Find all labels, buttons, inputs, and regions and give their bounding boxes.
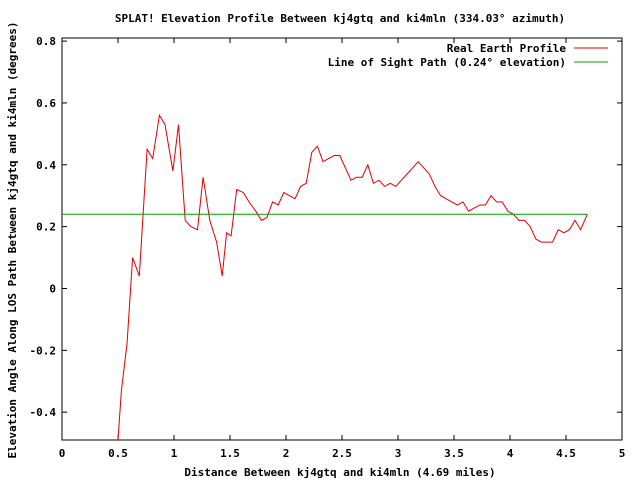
y-tick-label: -0.4 — [30, 406, 57, 419]
y-tick-label: 0 — [49, 282, 56, 295]
y-axis-label: Elevation Angle Along LOS Path Between k… — [6, 21, 19, 458]
x-tick-label: 1.5 — [220, 447, 240, 460]
y-axis-ticks: -0.4 -0.2 0 0.2 0.4 0.6 0.8 — [30, 35, 622, 419]
chart-title: SPLAT! Elevation Profile Between kj4gtq … — [115, 12, 565, 25]
x-axis-ticks: 0 0.5 1 1.5 2 2.5 3 3.5 4 4.5 5 — [59, 38, 626, 460]
x-axis-label: Distance Between kj4gtq and ki4mln (4.69… — [184, 466, 495, 479]
x-tick-label: 3.5 — [444, 447, 464, 460]
x-tick-label: 0 — [59, 447, 66, 460]
legend-label-real-earth: Real Earth Profile — [447, 42, 567, 55]
x-tick-label: 0.5 — [108, 447, 128, 460]
series-lines — [62, 113, 588, 441]
x-tick-label: 4.5 — [556, 447, 576, 460]
plot-frame — [61, 37, 623, 441]
legend: Real Earth Profile Line of Sight Path (0… — [328, 42, 608, 69]
series-line-real-earth-profile — [117, 113, 588, 441]
y-tick-label: -0.2 — [30, 344, 57, 357]
x-tick-label: 2.5 — [332, 447, 352, 460]
x-tick-label: 3 — [395, 447, 402, 460]
x-tick-label: 1 — [171, 447, 178, 460]
y-tick-label: 0.6 — [36, 97, 56, 110]
x-tick-label: 2 — [283, 447, 290, 460]
x-tick-label: 4 — [507, 447, 514, 460]
legend-label-line-of-sight: Line of Sight Path (0.24° elevation) — [328, 56, 566, 69]
y-tick-label: 0.4 — [36, 159, 56, 172]
x-tick-label: 5 — [619, 447, 626, 460]
y-tick-label: 0.2 — [36, 221, 56, 234]
y-tick-label: 0.8 — [36, 35, 56, 48]
